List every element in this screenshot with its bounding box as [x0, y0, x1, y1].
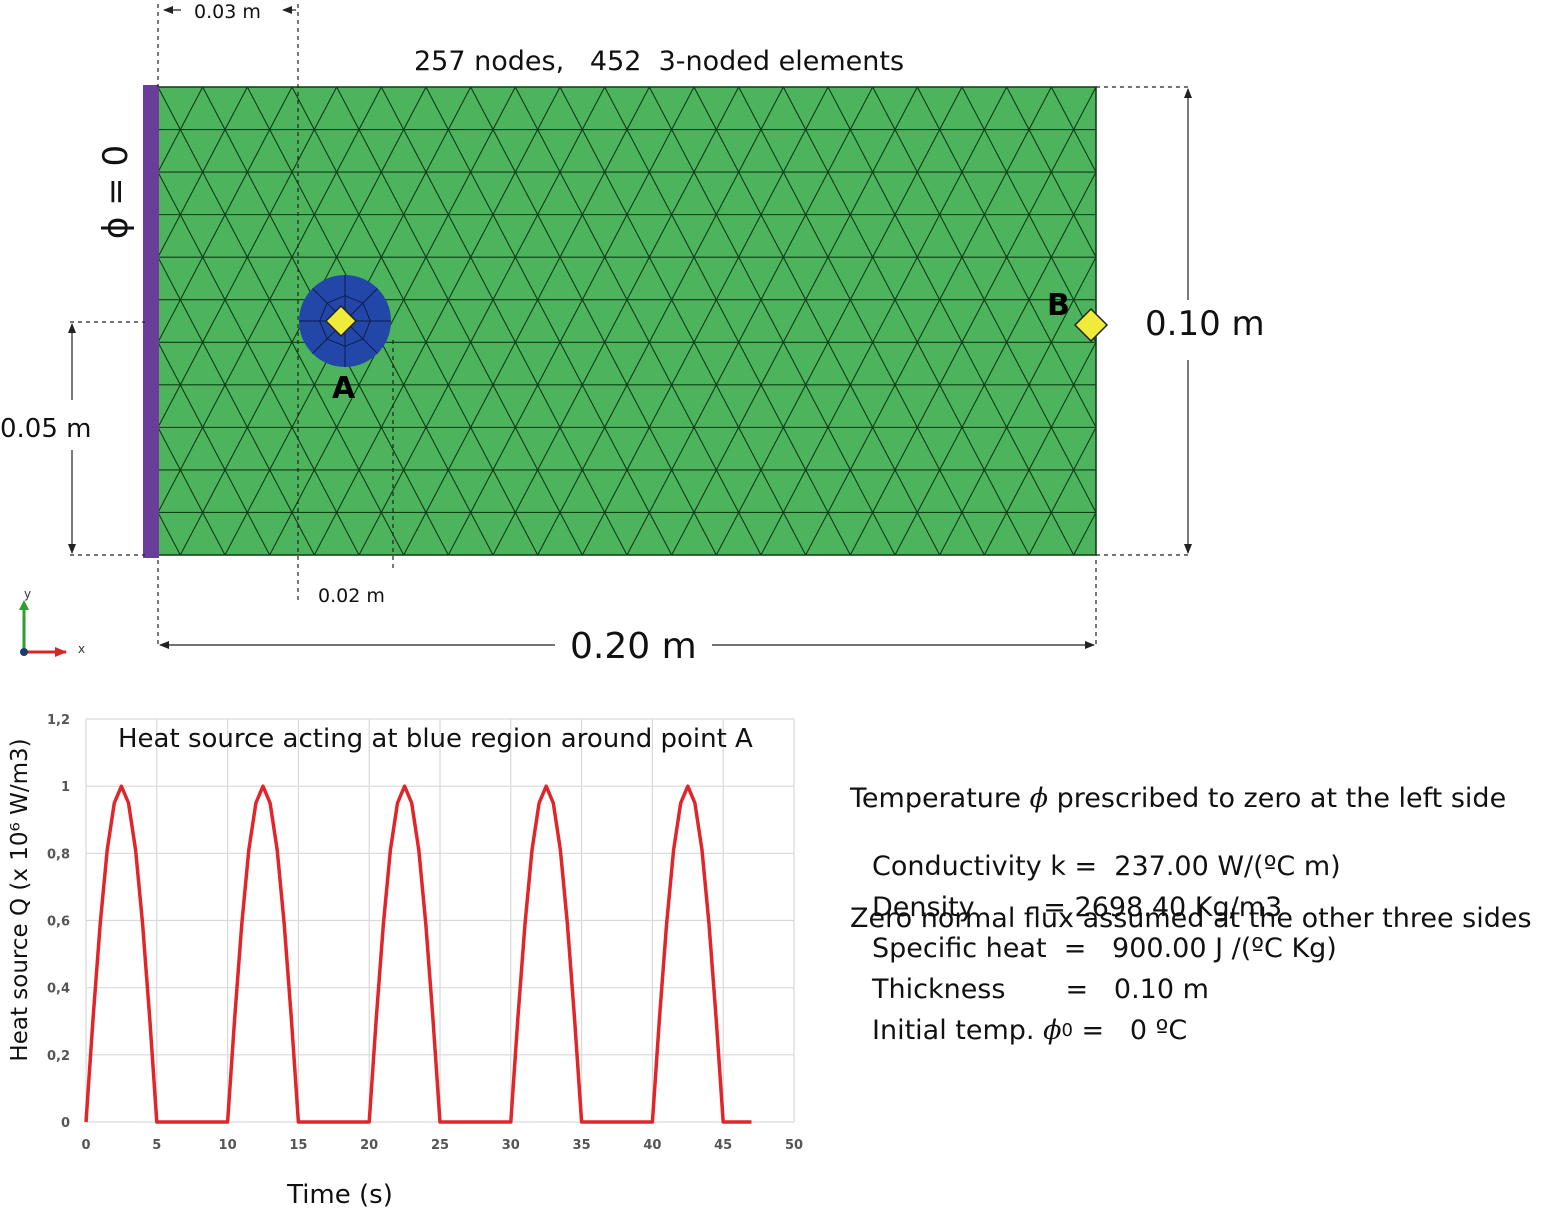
point-a-marker [324, 304, 358, 338]
material-properties: Conductivity k = 237.00 W/(ºC m) Density… [872, 846, 1341, 1051]
heat-source-series-line [84, 784, 752, 1124]
dim-bottom-width: 0.20 m [570, 626, 697, 667]
chart-y-ticks: 0 0,2 0,4 0,6 0,8 1 1,2 [47, 713, 70, 1131]
dim-top-offset: 0.03 m [194, 1, 261, 23]
source-mesh-lines [299, 275, 391, 367]
heat-source-chart: 0 0,2 0,4 0,6 0,8 1 1,2 0 5 10 15 20 25 30 35 40 45 50 H… [7, 713, 803, 1210]
chart-x-tick-label: 0 [81, 1138, 90, 1153]
chart-x-tick-label: 30 [502, 1138, 520, 1153]
chart-title: Heat source acting at blue region around… [118, 724, 753, 754]
point-a-label: A [332, 371, 356, 406]
boundary-bar [143, 85, 159, 558]
mesh-info-label: 257 nodes, 452 3-noded elements [414, 46, 904, 77]
phi-symbol: ϕ [1029, 783, 1049, 814]
chart-x-label: Time (s) [286, 1180, 393, 1210]
boundary-label: ϕ = 0 [96, 145, 136, 239]
axis-x-label: x [78, 642, 85, 656]
note-line-1: Temperature ϕ prescribed to zero at the … [850, 783, 1507, 814]
chart-x-tick-label: 40 [643, 1138, 661, 1153]
point-b-label: B [1047, 288, 1070, 323]
chart-y-tick-label: 0,6 [47, 915, 70, 930]
chart-x-tick-label: 20 [360, 1138, 378, 1153]
axis-y-label: y [24, 587, 31, 601]
chart-x-tick-label: 45 [714, 1138, 732, 1153]
mesh-domain: A B [143, 85, 1109, 558]
dim-source-width: 0.02 m [318, 585, 385, 607]
chart-y-tick-label: 0,4 [47, 982, 70, 997]
chart-y-tick-label: 1 [61, 780, 70, 795]
dim-right-height: 0.10 m [1145, 304, 1265, 344]
axes-triad: x y [19, 587, 85, 657]
chart-x-tick-label: 50 [785, 1138, 803, 1153]
chart-x-tick-label: 10 [219, 1138, 237, 1153]
property-specific-heat: Specific heat = 900.00 J /(ºC Kg) [872, 933, 1337, 964]
boundary-notes: Temperature ϕ prescribed to zero at the … [850, 699, 1532, 979]
chart-y-tick-label: 0 [61, 1116, 70, 1131]
chart-x-tick-label: 35 [573, 1138, 591, 1153]
note-line-2: Zero normal flux assumed at the other th… [850, 903, 1532, 934]
source-mesh-edges [299, 275, 391, 367]
property-density: Density = 2698.40 Kg/m3 [872, 892, 1283, 923]
chart-x-tick-label: 25 [431, 1138, 449, 1153]
chart-y-tick-label: 0,8 [47, 847, 70, 862]
property-conductivity: Conductivity k = 237.00 W/(ºC m) [872, 851, 1341, 882]
dimension-lines [68, 4, 1192, 649]
point-b-marker [1073, 307, 1109, 343]
chart-grid [85, 718, 795, 1123]
chart-x-ticks: 0 5 10 15 20 25 30 35 40 45 50 [81, 1138, 803, 1153]
dim-left-height: 0.05 m [0, 414, 91, 444]
chart-y-label: Heat source Q (x 10⁶ W/m3) [7, 738, 33, 1061]
property-thickness: Thickness = 0.10 m [872, 974, 1209, 1005]
domain-rect [157, 86, 1097, 556]
chart-y-tick-label: 0,2 [47, 1049, 70, 1064]
chart-y-tick-label: 1,2 [47, 713, 70, 728]
chart-x-tick-label: 15 [289, 1138, 307, 1153]
chart-x-tick-label: 5 [152, 1138, 161, 1153]
